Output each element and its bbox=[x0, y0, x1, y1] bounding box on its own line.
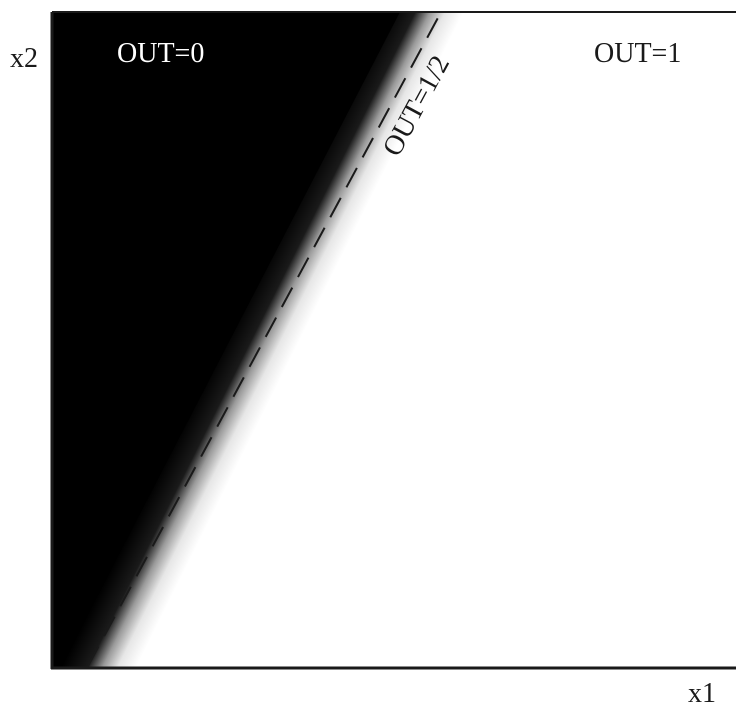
out-one-region bbox=[150, 12, 736, 668]
x-axis-label: x1 bbox=[688, 678, 716, 704]
out-zero-region bbox=[52, 12, 400, 668]
out-zero-label: OUT=0 bbox=[117, 38, 204, 69]
plot-area bbox=[52, 12, 736, 668]
boundary-line bbox=[87, 13, 441, 667]
y-axis-label: x2 bbox=[10, 43, 38, 74]
out-one-label: OUT=1 bbox=[594, 38, 681, 69]
